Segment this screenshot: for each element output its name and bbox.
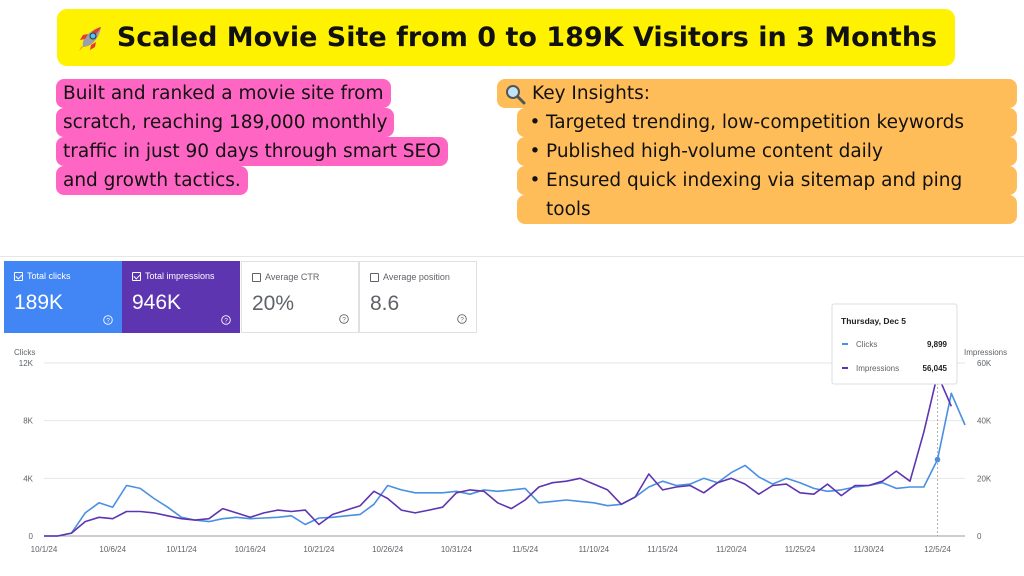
metric-value: 946K [132, 291, 182, 314]
x-tick-label: 11/10/24 [579, 545, 610, 554]
metric-card-position[interactable]: Average position 8.6 ? [359, 261, 477, 333]
series-line-impressions [44, 373, 953, 537]
summary-line: scratch, reaching 189,000 monthly [56, 108, 395, 137]
svg-text:?: ? [106, 317, 110, 324]
help-icon[interactable]: ? [221, 315, 231, 325]
x-tick-label: 12/5/24 [924, 545, 951, 554]
help-icon[interactable]: ? [339, 314, 349, 324]
x-tick-label: 10/21/24 [303, 545, 335, 554]
svg-text:?: ? [224, 317, 228, 324]
y-tick-label-left: 4K [23, 474, 33, 483]
x-tick-label: 10/31/24 [441, 545, 473, 554]
help-icon[interactable]: ? [457, 314, 467, 324]
metric-label: Average CTR [265, 272, 320, 282]
tooltip-date: Thursday, Dec 5 [841, 316, 906, 326]
y-tick-label-left: 12K [19, 359, 34, 368]
y-axis-label-right: Impressions [964, 348, 1007, 357]
insights-list: • Targeted trending, low-competition keyw… [517, 108, 1017, 224]
metric-label: Average position [383, 272, 450, 282]
headline: Scaled Movie Site from 0 to 189K Visitor… [75, 21, 937, 55]
tooltip-series-value: 9,899 [927, 340, 948, 349]
insights-heading: Key Insights: [497, 79, 1017, 108]
hover-point-clicks [934, 456, 941, 463]
metric-card-impressions[interactable]: Total impressions 946K ? [122, 261, 240, 333]
metric-label: Total clicks [27, 271, 71, 281]
insight-item: • Ensured quick indexing via sitemap and … [517, 166, 1017, 195]
tooltip-series-name: Impressions [856, 364, 899, 373]
insight-text: tools [546, 199, 591, 220]
performance-chart: 0 4K 8K 12K 0 20K 40K 60K Clicks Impressions 10/1/… [14, 303, 1007, 554]
checkbox-icon[interactable] [132, 271, 141, 281]
help-icon[interactable]: ? [103, 315, 113, 325]
x-tick-label: 10/6/24 [99, 545, 126, 554]
metric-card-clicks[interactable]: Total clicks 189K ? [4, 261, 122, 333]
tooltip-box [831, 303, 958, 385]
metric-card-ctr[interactable]: Average CTR 20% ? [241, 261, 359, 333]
metric-value: 8.6 [370, 292, 400, 315]
insight-item: • Published high-volume content daily [517, 137, 1017, 166]
checkbox-icon[interactable] [370, 272, 379, 282]
x-tick-label: 11/25/24 [785, 545, 816, 554]
key-insights: Key Insights: • Targeted trending, low-co… [497, 79, 1017, 224]
y-tick-label-left: 0 [29, 532, 34, 541]
x-tick-label: 10/26/24 [372, 545, 404, 554]
x-tick-label: 10/16/24 [235, 545, 267, 554]
headline-title: Scaled Movie Site from 0 to 189K Visitor… [116, 22, 938, 53]
insight-text: Targeted trending, low-competition keywo… [546, 112, 965, 133]
series-line-clicks [44, 392, 966, 537]
insight-item: tools [517, 195, 1017, 224]
summary-line: and growth tactics. [56, 166, 248, 195]
y-tick-label-right: 20K [977, 474, 992, 483]
checkbox-icon[interactable] [252, 272, 261, 282]
metric-value: 20% [252, 292, 295, 315]
tooltip-series-value: 56,045 [923, 364, 948, 373]
svg-text:?: ? [342, 316, 346, 323]
insights-heading-text: Key Insights: [532, 83, 650, 104]
summary-text: Built and ranked a movie site from scrat… [56, 79, 448, 195]
summary-line: traffic in just 90 days through smart SE… [56, 137, 448, 166]
y-tick-label-right: 40K [977, 417, 992, 426]
rocket-icon [78, 26, 101, 51]
x-tick-label: 11/15/24 [647, 545, 678, 554]
summary-line: Built and ranked a movie site from [56, 79, 391, 108]
insight-item: • Targeted trending, low-competition keyw… [517, 108, 1017, 137]
svg-text:?: ? [460, 316, 464, 323]
metric-value: 189K [14, 291, 64, 314]
y-axis-label-left: Clicks [14, 348, 35, 357]
tooltip-series-name: Clicks [856, 340, 877, 349]
headline-banner: Scaled Movie Site from 0 to 189K Visitor… [57, 9, 955, 66]
x-tick-label: 11/30/24 [854, 545, 885, 554]
magnifier-icon [506, 84, 526, 104]
checkbox-icon[interactable] [14, 271, 23, 281]
metric-label: Total impressions [145, 271, 215, 281]
y-tick-label-right: 60K [977, 359, 992, 368]
x-tick-label: 11/20/24 [716, 545, 747, 554]
insight-text: Ensured quick indexing via sitemap and p… [546, 170, 963, 191]
y-tick-label-left: 8K [23, 417, 33, 426]
x-tick-label: 10/11/24 [166, 545, 197, 554]
x-tick-label: 10/1/24 [31, 545, 58, 554]
x-tick-label: 11/5/24 [512, 545, 539, 554]
insight-text: Published high-volume content daily [546, 141, 883, 162]
y-tick-label-right: 0 [977, 532, 982, 541]
